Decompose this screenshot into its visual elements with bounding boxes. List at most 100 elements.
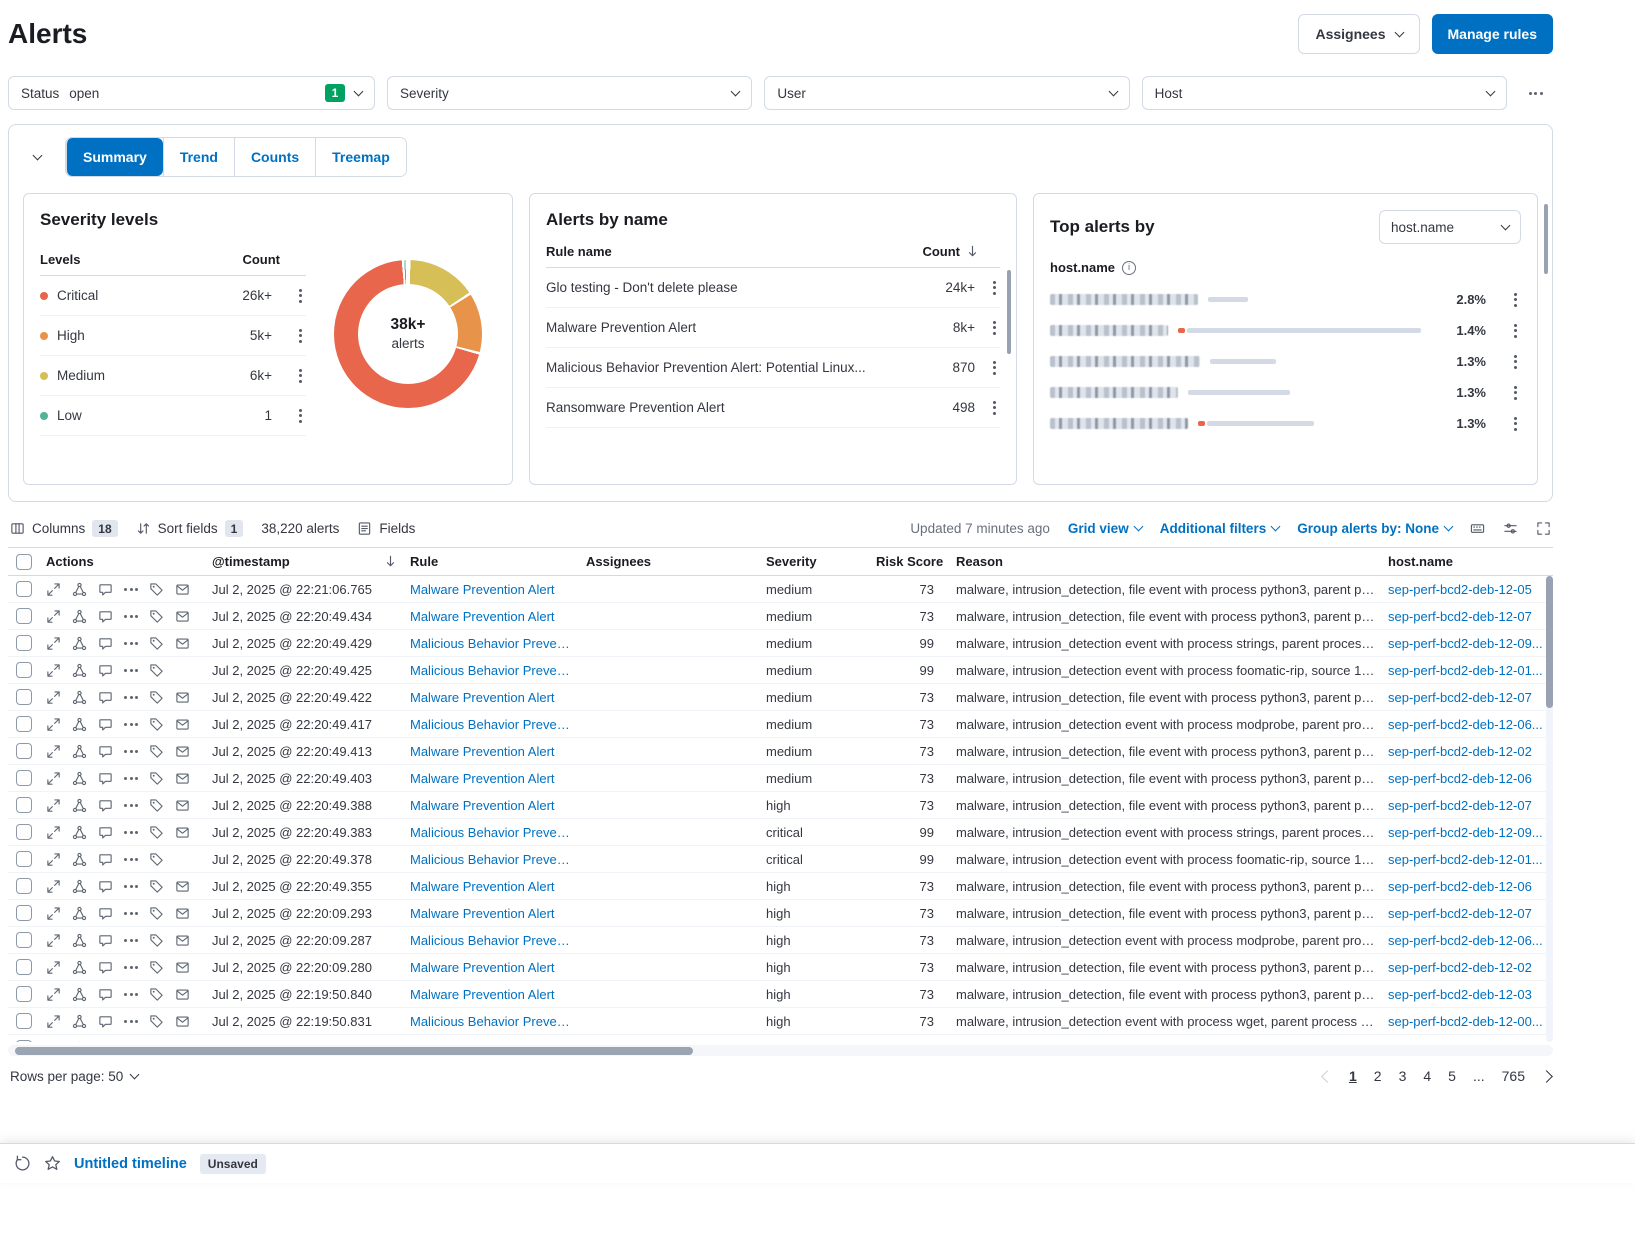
comment-icon[interactable] xyxy=(98,663,113,678)
session-view-icon[interactable] xyxy=(175,1014,190,1029)
row-checkbox[interactable] xyxy=(16,932,32,948)
host-link[interactable]: sep-perf-bcd2-deb-12-07 xyxy=(1388,797,1532,813)
fields-button[interactable]: Fields xyxy=(357,521,415,536)
panel-scrollbar[interactable] xyxy=(1544,204,1548,274)
table-row[interactable]: Jul 2, 2025 @ 22:21:06.765 Malware Preve… xyxy=(8,576,1553,603)
comment-icon[interactable] xyxy=(98,825,113,840)
row-checkbox[interactable] xyxy=(16,851,32,867)
rule-link[interactable]: Malware Prevention Alert xyxy=(410,743,555,759)
table-horizontal-scrollbar[interactable] xyxy=(8,1045,1553,1056)
table-row[interactable]: Jul 2, 2025 @ 22:20:49.388 Malware Preve… xyxy=(8,792,1553,819)
analyze-event-icon[interactable] xyxy=(72,960,87,975)
sort-descending-icon[interactable] xyxy=(965,244,980,259)
comment-icon[interactable] xyxy=(98,987,113,1002)
more-actions-icon[interactable] xyxy=(124,668,138,672)
session-view-icon[interactable] xyxy=(175,636,190,651)
row-checkbox[interactable] xyxy=(16,797,32,813)
expand-alert-icon[interactable] xyxy=(46,960,61,975)
expand-alert-icon[interactable] xyxy=(46,582,61,597)
expand-alert-icon[interactable] xyxy=(46,663,61,678)
rule-link[interactable]: Malware Prevention Alert xyxy=(410,770,555,786)
host-link[interactable]: sep-perf-bcd2-deb-12-05 xyxy=(1388,581,1532,597)
rule-link[interactable]: Malicious Behavior Preventi... xyxy=(410,716,574,732)
host-link[interactable]: sep-perf-bcd2-deb-12-09... xyxy=(1388,635,1543,651)
comment-icon[interactable] xyxy=(98,933,113,948)
more-actions-icon[interactable] xyxy=(124,911,138,915)
additional-filters-button[interactable]: Additional filters xyxy=(1160,521,1281,536)
more-actions-icon[interactable] xyxy=(124,749,138,753)
expand-alert-icon[interactable] xyxy=(46,933,61,948)
tag-icon[interactable] xyxy=(149,1041,164,1043)
tag-icon[interactable] xyxy=(149,933,164,948)
tag-icon[interactable] xyxy=(149,690,164,705)
expand-alert-icon[interactable] xyxy=(46,744,61,759)
tag-icon[interactable] xyxy=(149,744,164,759)
table-row[interactable]: Jul 2, 2025 @ 22:19:50.840 Malware Preve… xyxy=(8,981,1553,1008)
page-number[interactable]: ... xyxy=(1472,1068,1485,1084)
analyze-event-icon[interactable] xyxy=(72,744,87,759)
table-row[interactable]: Jul 2, 2025 @ 22:19:50.825 Malware Preve… xyxy=(8,1035,1553,1042)
kebab-menu-icon[interactable] xyxy=(295,405,306,427)
more-actions-icon[interactable] xyxy=(124,992,138,996)
info-icon[interactable]: i xyxy=(1122,260,1137,275)
sort-fields-button[interactable]: Sort fields 1 xyxy=(136,520,244,537)
host-link[interactable]: sep-perf-bcd2-deb-12-07 xyxy=(1388,689,1532,705)
tag-icon[interactable] xyxy=(149,798,164,813)
tag-icon[interactable] xyxy=(149,582,164,597)
kebab-menu-icon[interactable] xyxy=(295,365,306,387)
kebab-menu-icon[interactable] xyxy=(989,277,1000,299)
tag-icon[interactable] xyxy=(149,960,164,975)
page-number[interactable]: 1 xyxy=(1348,1068,1357,1084)
tag-icon[interactable] xyxy=(149,663,164,678)
row-checkbox[interactable] xyxy=(16,608,32,624)
severity-filter[interactable]: Severity xyxy=(387,76,753,110)
host-filter[interactable]: Host xyxy=(1141,76,1507,110)
table-vertical-scrollbar[interactable] xyxy=(1546,576,1553,1042)
keyboard-shortcuts-icon[interactable] xyxy=(1470,521,1485,536)
more-actions-icon[interactable] xyxy=(124,857,138,861)
rule-link[interactable]: Malware Prevention Alert xyxy=(410,1041,555,1043)
analyze-event-icon[interactable] xyxy=(72,582,87,597)
rule-link[interactable]: Malicious Behavior Preventi... xyxy=(410,932,574,948)
select-all-checkbox[interactable] xyxy=(16,553,32,570)
comment-icon[interactable] xyxy=(98,960,113,975)
more-actions-icon[interactable] xyxy=(124,938,138,942)
tag-icon[interactable] xyxy=(149,906,164,921)
host-link[interactable]: sep-perf-bcd2-deb-12-02 xyxy=(1388,959,1532,975)
comment-icon[interactable] xyxy=(98,906,113,921)
session-view-icon[interactable] xyxy=(175,744,190,759)
chart-view-tab[interactable]: Trend xyxy=(162,138,234,176)
expand-alert-icon[interactable] xyxy=(46,906,61,921)
row-checkbox[interactable] xyxy=(16,662,32,678)
fullscreen-icon[interactable] xyxy=(1536,521,1551,536)
tag-icon[interactable] xyxy=(149,825,164,840)
comment-icon[interactable] xyxy=(98,690,113,705)
status-filter[interactable]: Status open 1 xyxy=(8,76,375,110)
analyze-event-icon[interactable] xyxy=(72,717,87,732)
session-view-icon[interactable] xyxy=(175,690,190,705)
more-actions-icon[interactable] xyxy=(124,803,138,807)
session-view-icon[interactable] xyxy=(175,798,190,813)
rule-link[interactable]: Malware Prevention Alert xyxy=(410,986,555,1002)
table-row[interactable]: Jul 2, 2025 @ 22:20:49.378 Malicious Beh… xyxy=(8,846,1553,873)
expand-alert-icon[interactable] xyxy=(46,771,61,786)
analyze-event-icon[interactable] xyxy=(72,852,87,867)
expand-alert-icon[interactable] xyxy=(46,690,61,705)
table-row[interactable]: Jul 2, 2025 @ 22:20:49.422 Malware Preve… xyxy=(8,684,1553,711)
timestamp-column-header[interactable]: @timestamp xyxy=(206,548,404,575)
collapse-charts-button[interactable] xyxy=(23,143,51,171)
tag-icon[interactable] xyxy=(149,717,164,732)
comment-icon[interactable] xyxy=(98,609,113,624)
host-link[interactable]: sep-perf-bcd2-deb-12-09... xyxy=(1388,824,1543,840)
chart-view-tab[interactable]: Treemap xyxy=(315,138,406,176)
session-view-icon[interactable] xyxy=(175,1041,190,1043)
session-view-icon[interactable] xyxy=(175,906,190,921)
row-checkbox[interactable] xyxy=(16,1013,32,1029)
columns-button[interactable]: Columns 18 xyxy=(10,520,118,537)
host-link[interactable]: sep-perf-bcd2-deb-12-07 xyxy=(1388,905,1532,921)
group-alerts-button[interactable]: Group alerts by: None xyxy=(1297,521,1454,536)
assignees-button[interactable]: Assignees xyxy=(1298,14,1420,54)
top-alerts-field-select[interactable]: host.name xyxy=(1379,210,1521,244)
row-checkbox[interactable] xyxy=(16,770,32,786)
tag-icon[interactable] xyxy=(149,987,164,1002)
